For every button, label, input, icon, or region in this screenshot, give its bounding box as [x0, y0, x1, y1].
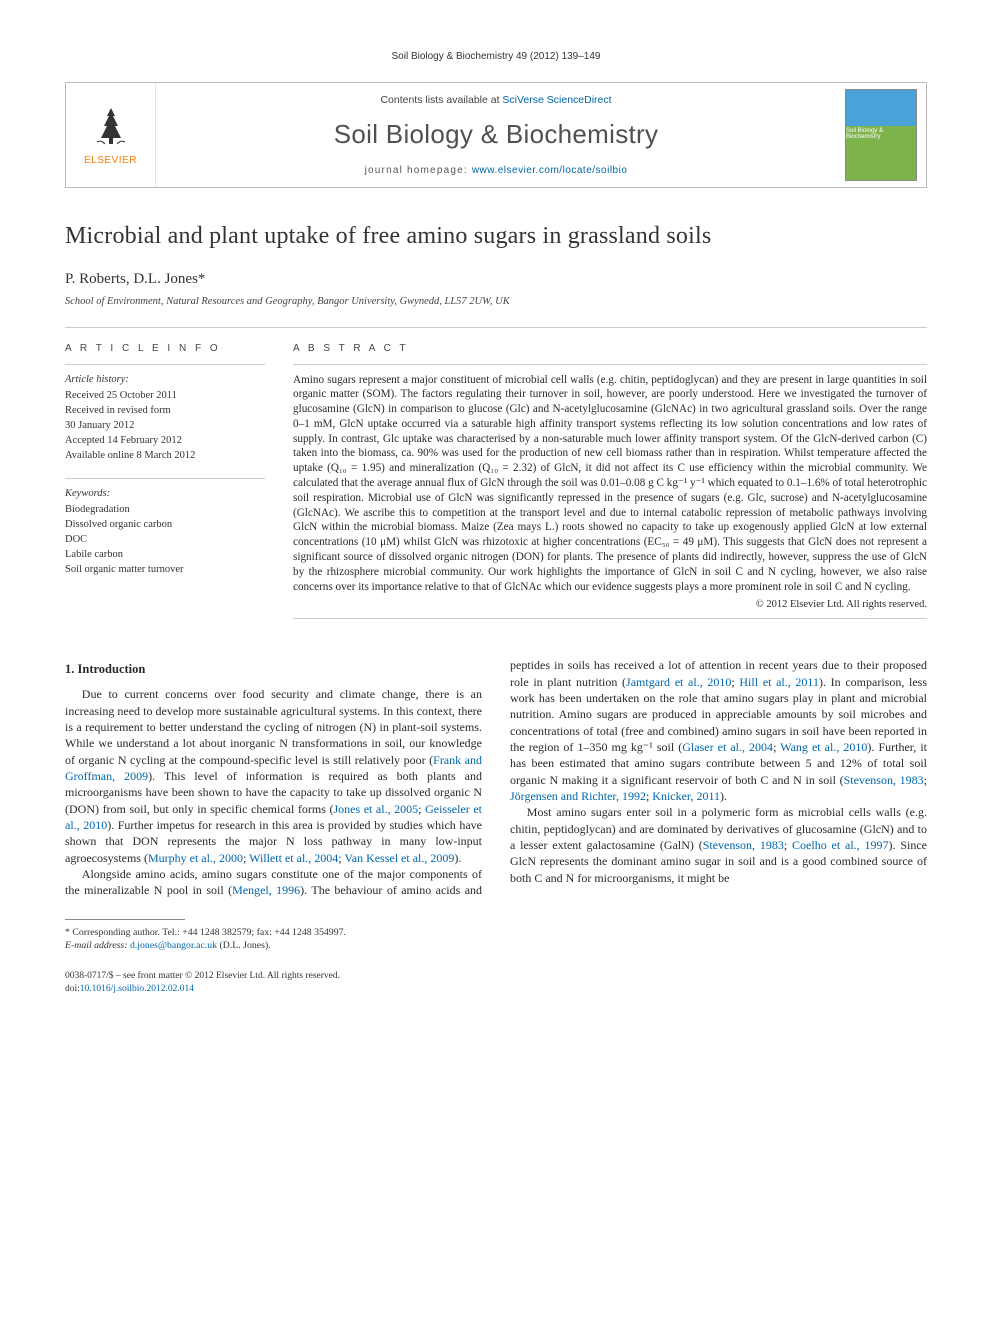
journal-cover-thumbnail: Soil Biology & Biochemistry	[845, 89, 917, 181]
article-title: Microbial and plant uptake of free amino…	[65, 220, 927, 252]
citation-link[interactable]: Stevenson, 1983	[844, 773, 924, 787]
citation-link[interactable]: Glaser et al., 2004	[682, 740, 773, 754]
citation-link[interactable]: Stevenson, 1983	[703, 838, 784, 852]
article-info-heading: A R T I C L E I N F O	[65, 342, 265, 356]
corr-author-line: * Corresponding author. Tel.: +44 1248 3…	[65, 926, 927, 939]
abstract-column: A B S T R A C T Amino sugars represent a…	[293, 342, 927, 627]
citation-link[interactable]: Jones et al., 2005	[333, 802, 418, 816]
citation-link[interactable]: Jamtgard et al., 2010	[626, 675, 731, 689]
publisher-logo-block: ELSEVIER	[66, 83, 156, 188]
body-paragraph: Due to current concerns over food securi…	[65, 686, 482, 865]
corr-email-link[interactable]: d.jones@bangor.ac.uk	[130, 940, 217, 951]
citation-link[interactable]: Coelho et al., 1997	[792, 838, 888, 852]
info-abstract-row: A R T I C L E I N F O Article history: R…	[65, 342, 927, 627]
history-line: Accepted 14 February 2012	[65, 434, 265, 448]
contents-available-line: Contents lists available at SciVerse Sci…	[164, 93, 828, 107]
body-text: ;	[784, 838, 792, 852]
masthead-center: Contents lists available at SciVerse Sci…	[156, 83, 836, 188]
citation-link[interactable]: Mengel, 1996	[232, 883, 300, 897]
corresponding-author-footnote: * Corresponding author. Tel.: +44 1248 3…	[65, 926, 927, 952]
citation-link[interactable]: Knicker, 2011	[652, 789, 720, 803]
doi-label: doi:	[65, 984, 80, 994]
history-label: Article history:	[65, 373, 265, 387]
journal-homepage-link[interactable]: www.elsevier.com/locate/soilbio	[472, 165, 628, 176]
history-line: 30 January 2012	[65, 419, 265, 433]
keyword: Soil organic matter turnover	[65, 563, 265, 577]
footnote-rule	[65, 919, 185, 920]
body-text: Due to current concerns over food securi…	[65, 687, 482, 766]
body-text: ).	[454, 851, 461, 865]
corr-email-line: E-mail address: d.jones@bangor.ac.uk (D.…	[65, 939, 927, 952]
abstract-bottom-rule	[293, 618, 927, 619]
footer-meta: 0038-0717/$ – see front matter © 2012 El…	[65, 970, 927, 997]
journal-name: Soil Biology & Biochemistry	[164, 117, 828, 152]
keyword: DOC	[65, 533, 265, 547]
email-label: E-mail address:	[65, 940, 130, 951]
keyword: Dissolved organic carbon	[65, 518, 265, 532]
author-affiliation: School of Environment, Natural Resources…	[65, 295, 927, 309]
contents-prefix: Contents lists available at	[380, 94, 502, 106]
article-history-block: Article history: Received 25 October 201…	[65, 364, 265, 464]
journal-homepage-line: journal homepage: www.elsevier.com/locat…	[164, 164, 828, 178]
history-line: Received in revised form	[65, 404, 265, 418]
keywords-label: Keywords:	[65, 487, 265, 501]
journal-cover-block: Soil Biology & Biochemistry	[836, 83, 926, 188]
publisher-name: ELSEVIER	[84, 154, 137, 168]
sciencedirect-link[interactable]: SciVerse ScienceDirect	[502, 94, 611, 106]
body-text: ;	[924, 773, 927, 787]
body-text: ).	[720, 789, 727, 803]
history-line: Received 25 October 2011	[65, 389, 265, 403]
doi-line: doi:10.1016/j.soilbio.2012.02.014	[65, 983, 927, 996]
keyword: Labile carbon	[65, 548, 265, 562]
page: Soil Biology & Biochemistry 49 (2012) 13…	[0, 0, 992, 1037]
citation-link[interactable]: Van Kessel et al., 2009	[344, 851, 454, 865]
email-tail: (D.L. Jones).	[217, 940, 271, 951]
citation-link[interactable]: Hill et al., 2011	[739, 675, 819, 689]
author-list: P. Roberts, D.L. Jones*	[65, 269, 927, 289]
article-info-column: A R T I C L E I N F O Article history: R…	[65, 342, 265, 627]
abstract-copyright: © 2012 Elsevier Ltd. All rights reserved…	[293, 598, 927, 612]
masthead: ELSEVIER Contents lists available at Sci…	[65, 82, 927, 189]
elsevier-tree-icon	[87, 102, 135, 150]
cover-label: Soil Biology & Biochemistry	[846, 128, 913, 141]
separator-rule	[65, 327, 927, 328]
citation-link[interactable]: Murphy et al., 2000	[148, 851, 243, 865]
citation-link[interactable]: Jörgensen and Richter, 1992	[510, 789, 646, 803]
section-heading: 1. Introduction	[65, 661, 482, 678]
citation-link[interactable]: Willett et al., 2004	[249, 851, 338, 865]
doi-link[interactable]: 10.1016/j.soilbio.2012.02.014	[80, 984, 194, 994]
citation-link[interactable]: Wang et al., 2010	[780, 740, 867, 754]
body-two-column: 1. Introduction Due to current concerns …	[65, 657, 927, 898]
front-matter-line: 0038-0717/$ – see front matter © 2012 El…	[65, 970, 927, 983]
history-line: Available online 8 March 2012	[65, 449, 265, 463]
abstract-text: Amino sugars represent a major constitue…	[293, 373, 927, 595]
keywords-block: Keywords: Biodegradation Dissolved organ…	[65, 478, 265, 578]
homepage-label: journal homepage:	[365, 165, 472, 176]
running-head: Soil Biology & Biochemistry 49 (2012) 13…	[65, 50, 927, 64]
abstract-top-rule	[293, 364, 927, 365]
abstract-heading: A B S T R A C T	[293, 342, 927, 356]
keyword: Biodegradation	[65, 503, 265, 517]
body-paragraph: Most amino sugars enter soil in a polyme…	[510, 804, 927, 886]
